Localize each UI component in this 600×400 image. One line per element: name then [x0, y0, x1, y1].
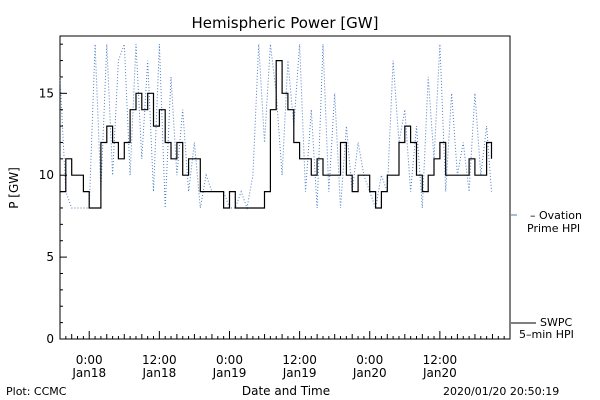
x-axis-label: Date and Time — [242, 384, 330, 398]
x-tick-label-date: Jan18 — [71, 366, 106, 380]
y-tick-label: 10 — [39, 168, 54, 182]
x-tick-label-date: Jan20 — [422, 366, 457, 380]
y-axis: 0 5 10 15 — [39, 43, 67, 346]
swpc-series — [60, 60, 493, 209]
x-tick-label-date: Jan20 — [352, 366, 387, 380]
x-axis: 0:00Jan1812:00Jan180:00Jan1912:00Jan190:… — [65, 331, 505, 380]
swpc-line — [60, 60, 493, 209]
y-tick-label: 15 — [39, 86, 54, 100]
chart-title: Hemispheric Power [GW] — [192, 14, 379, 32]
x-tick-label-time: 12:00 — [282, 353, 317, 367]
y-axis-label: P [GW] — [7, 167, 21, 209]
x-tick-label-time: 0:00 — [76, 353, 103, 367]
x-tick-label-time: 0:00 — [356, 353, 383, 367]
legend-swpc-line2: 5–min HPI — [519, 328, 574, 341]
plot-credit: Plot: CCMC — [6, 385, 67, 398]
legend-ovation-line1: – Ovation — [530, 209, 582, 222]
legend-ovation-line2: Prime HPI — [527, 222, 580, 235]
y-tick-label: 5 — [46, 250, 54, 264]
y-tick-label: 0 — [46, 332, 54, 346]
x-tick-label-time: 12:00 — [423, 353, 458, 367]
legend-swpc-line1: SWPC — [540, 316, 572, 329]
x-tick-label-time: 12:00 — [142, 353, 177, 367]
legend: – Ovation Prime HPI SWPC 5–min HPI — [511, 209, 582, 341]
plot-timestamp: 2020/01/20 20:50:19 — [443, 385, 559, 398]
x-tick-label-time: 0:00 — [216, 353, 243, 367]
plot-frame — [59, 35, 511, 340]
x-tick-label-date: Jan19 — [212, 366, 247, 380]
x-tick-label-date: Jan18 — [141, 366, 176, 380]
x-tick-label-date: Jan19 — [282, 366, 317, 380]
